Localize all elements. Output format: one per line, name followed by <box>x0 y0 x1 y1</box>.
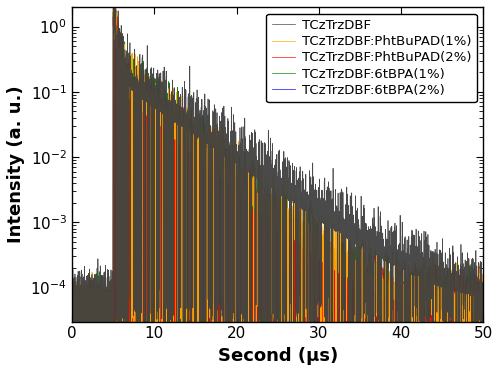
TCzTrzDBF:PhtBuPAD(1%) <box>330 254 336 259</box>
TCzTrzDBF:PhtBuPAD(1%) <box>117 350 123 355</box>
TCzTrzDBF <box>399 350 405 355</box>
TCzTrzDBF:PhtBuPAD(2%) <box>374 298 380 302</box>
TCzTrzDBF:PhtBuPAD(2%) <box>218 179 224 183</box>
Y-axis label: Intensity (a. u.): Intensity (a. u.) <box>7 86 25 243</box>
TCzTrzDBF:6tBPA(1%) <box>396 285 402 290</box>
TCzTrzDBF:6tBPA(2%) <box>480 350 486 355</box>
TCzTrzDBF:PhtBuPAD(1%) <box>374 281 380 285</box>
TCzTrzDBF:PhtBuPAD(2%) <box>110 5 116 9</box>
TCzTrzDBF <box>218 150 224 154</box>
TCzTrzDBF <box>480 279 486 283</box>
TCzTrzDBF:PhtBuPAD(1%) <box>110 5 116 9</box>
TCzTrzDBF:6tBPA(2%) <box>90 343 96 348</box>
TCzTrzDBF:6tBPA(1%) <box>374 292 380 297</box>
TCzTrzDBF <box>90 337 96 342</box>
TCzTrzDBF <box>69 339 75 343</box>
TCzTrzDBF:6tBPA(1%) <box>330 331 336 336</box>
TCzTrzDBF:PhtBuPAD(1%) <box>480 309 486 314</box>
TCzTrzDBF:6tBPA(1%) <box>218 168 224 173</box>
Line: TCzTrzDBF:PhtBuPAD(2%): TCzTrzDBF:PhtBuPAD(2%) <box>72 7 484 353</box>
X-axis label: Second (μs): Second (μs) <box>218 347 338 365</box>
TCzTrzDBF <box>312 216 318 220</box>
TCzTrzDBF:PhtBuPAD(2%) <box>396 311 402 315</box>
TCzTrzDBF:6tBPA(1%) <box>480 312 486 317</box>
TCzTrzDBF:PhtBuPAD(1%) <box>396 275 402 280</box>
TCzTrzDBF <box>396 259 402 263</box>
Legend: TCzTrzDBF, TCzTrzDBF:PhtBuPAD(1%), TCzTrzDBF:PhtBuPAD(2%), TCzTrzDBF:6tBPA(1%), : TCzTrzDBF, TCzTrzDBF:PhtBuPAD(1%), TCzTr… <box>266 13 477 102</box>
TCzTrzDBF:6tBPA(2%) <box>374 315 380 320</box>
TCzTrzDBF <box>330 225 336 230</box>
TCzTrzDBF:PhtBuPAD(1%) <box>218 176 224 180</box>
TCzTrzDBF:6tBPA(1%) <box>69 312 75 317</box>
TCzTrzDBF:6tBPA(2%) <box>218 214 224 219</box>
TCzTrzDBF <box>374 247 380 252</box>
TCzTrzDBF:6tBPA(2%) <box>312 296 318 301</box>
TCzTrzDBF:PhtBuPAD(2%) <box>480 308 486 313</box>
TCzTrzDBF:PhtBuPAD(1%) <box>312 331 318 336</box>
Line: TCzTrzDBF:PhtBuPAD(1%): TCzTrzDBF:PhtBuPAD(1%) <box>72 7 484 353</box>
TCzTrzDBF:PhtBuPAD(2%) <box>330 277 336 281</box>
TCzTrzDBF:6tBPA(2%) <box>396 325 402 329</box>
TCzTrzDBF:6tBPA(2%) <box>111 5 117 9</box>
TCzTrzDBF:6tBPA(1%) <box>90 321 96 325</box>
TCzTrzDBF:PhtBuPAD(2%) <box>312 270 318 275</box>
TCzTrzDBF:PhtBuPAD(2%) <box>116 350 121 355</box>
TCzTrzDBF:6tBPA(1%) <box>115 350 121 355</box>
Line: TCzTrzDBF:6tBPA(2%): TCzTrzDBF:6tBPA(2%) <box>72 7 484 353</box>
TCzTrzDBF:PhtBuPAD(1%) <box>69 294 75 299</box>
TCzTrzDBF:6tBPA(1%) <box>110 5 116 9</box>
TCzTrzDBF:6tBPA(2%) <box>69 350 75 355</box>
TCzTrzDBF:PhtBuPAD(1%) <box>90 298 96 302</box>
Line: TCzTrzDBF: TCzTrzDBF <box>72 7 484 353</box>
TCzTrzDBF:6tBPA(1%) <box>312 253 318 257</box>
TCzTrzDBF:6tBPA(2%) <box>330 309 336 314</box>
TCzTrzDBF:PhtBuPAD(2%) <box>69 285 75 290</box>
TCzTrzDBF <box>110 5 116 9</box>
Line: TCzTrzDBF:6tBPA(1%): TCzTrzDBF:6tBPA(1%) <box>72 7 484 353</box>
TCzTrzDBF:PhtBuPAD(2%) <box>90 286 96 290</box>
